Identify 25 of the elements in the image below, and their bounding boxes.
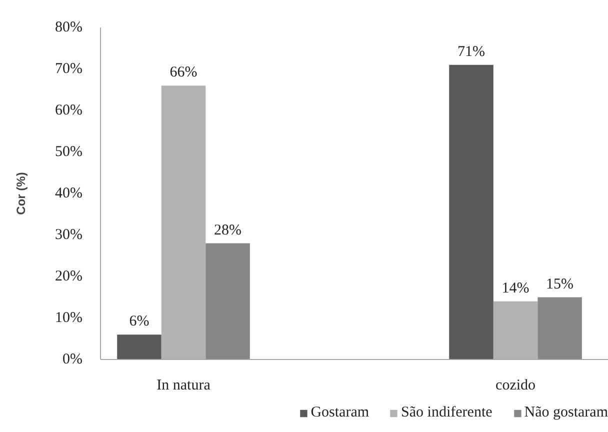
legend-label: Gostaram	[310, 404, 370, 422]
legend-label: Não gostaram	[524, 404, 608, 422]
x-tick-label: In natura	[156, 378, 211, 394]
data-label: 14%	[502, 280, 530, 296]
y-axis-title: Cor (%)	[14, 172, 28, 215]
y-tick-label: 40%	[55, 186, 83, 202]
y-tick-label: 10%	[55, 310, 83, 326]
data-label: 71%	[458, 44, 486, 60]
x-tick-label: cozido	[496, 378, 536, 394]
bar	[206, 243, 250, 360]
bar	[449, 64, 494, 360]
data-label: 66%	[170, 64, 198, 81]
y-tick-label: 30%	[55, 227, 83, 243]
y-tick-label: 70%	[55, 61, 83, 77]
y-tick-label: 60%	[55, 102, 83, 118]
y-tick-label: 50%	[55, 144, 83, 160]
data-label: 6%	[129, 314, 150, 330]
data-label: 28%	[214, 222, 242, 238]
bar	[117, 334, 162, 360]
y-tick-label: 80%	[55, 20, 83, 36]
data-label: 15%	[546, 276, 574, 292]
legend-label: São indiferente	[401, 404, 492, 422]
bar	[538, 297, 582, 360]
y-tick-label: 20%	[55, 268, 83, 284]
y-tick-label: 0%	[62, 352, 83, 368]
